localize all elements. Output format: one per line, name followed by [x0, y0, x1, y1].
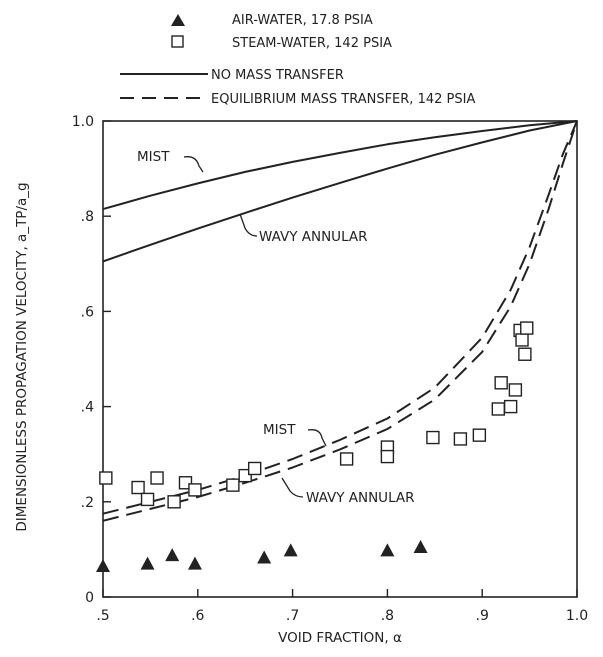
legend-label-no-mass-transfer: NO MASS TRANSFER	[211, 68, 344, 83]
curve-equilibrium-mist	[102, 120, 578, 515]
steam-water-point	[491, 402, 506, 416]
steam-water-point	[453, 432, 468, 446]
plot-frame	[102, 120, 578, 598]
x-tick-label: .6	[191, 608, 204, 624]
annotations: MIST WAVY ANNULAR MIST WAVY ANNULAR	[137, 149, 415, 506]
legend-square-icon	[171, 35, 184, 48]
legend-label-equilibrium-mass-transfer: EQUILIBRIUM MASS TRANSFER, 142 PSIA	[211, 92, 475, 107]
air-water-point	[165, 548, 180, 562]
steam-water-point	[140, 492, 155, 507]
legend-label-air-water: AIR-WATER, 17.8 PSIA	[232, 13, 373, 28]
leader-wavy-annular-lower	[281, 477, 304, 498]
annotation-wavy-annular-lower: WAVY ANNULAR	[306, 490, 415, 506]
air-water-point	[140, 556, 155, 570]
x-tick-label: .9	[476, 608, 489, 624]
annotation-mist-lower: MIST	[263, 422, 296, 438]
air-water-point	[96, 559, 110, 573]
curve-equilibrium-wavy-annular	[102, 120, 578, 522]
steam-water-point	[226, 478, 240, 492]
leader-mist-lower	[307, 429, 327, 447]
steam-water-point	[503, 399, 518, 414]
y-tick-label: .4	[81, 400, 94, 416]
steam-water-point	[494, 376, 508, 390]
legend-triangle-icon	[171, 14, 185, 26]
air-water-point	[257, 550, 272, 564]
leader-mist-upper	[183, 156, 204, 173]
legend-label-steam-water: STEAM-WATER, 142 PSIA	[232, 36, 392, 51]
steam-water-point	[520, 321, 534, 335]
y-tick-label: .2	[81, 495, 94, 511]
steam-water-point	[518, 347, 532, 361]
steam-water-point	[472, 428, 487, 442]
steam-water-point	[150, 471, 164, 485]
annotation-wavy-annular-upper: WAVY ANNULAR	[259, 229, 368, 245]
air-water-point	[380, 543, 395, 557]
steam-water-point	[99, 471, 113, 485]
steam-water-point	[426, 430, 440, 445]
y-tick-label: .6	[81, 304, 94, 320]
x-tick-label: 1.0	[566, 608, 588, 624]
curve-no-mass-transfer-mist	[102, 120, 578, 211]
air-water-point	[187, 556, 202, 570]
y-axis: 0 .2 .4 .6 .8 1.0	[72, 114, 111, 606]
steam-water-point	[131, 480, 145, 495]
steam-water-point	[380, 449, 395, 464]
steam-water-point	[188, 483, 202, 497]
leader-wavy-annular-upper	[239, 213, 258, 237]
steam-water-point	[167, 495, 181, 509]
y-tick-label: .8	[81, 209, 94, 225]
legend: AIR-WATER, 17.8 PSIA STEAM-WATER, 142 PS…	[120, 13, 475, 107]
x-axis: .5 .6 .7 .8 .9 1.0	[96, 589, 588, 624]
x-tick-label: .5	[96, 608, 109, 624]
curves	[102, 120, 578, 522]
steam-water-point	[247, 461, 262, 476]
air-water-point	[283, 543, 298, 557]
curve-no-mass-transfer-wavy-annular	[102, 120, 578, 263]
y-tick-label: 1.0	[72, 114, 94, 130]
y-tick-label: 0	[85, 590, 94, 606]
x-tick-label: .8	[381, 608, 394, 624]
data-points	[96, 321, 534, 573]
x-tick-label: .7	[286, 608, 299, 624]
x-axis-title: VOID FRACTION, α	[278, 630, 402, 646]
steam-water-point	[508, 383, 523, 397]
steam-water-point	[515, 333, 529, 347]
y-axis-title: DIMENSIONLESS PROPAGATION VELOCITY, a_TP…	[14, 182, 30, 531]
air-water-point	[413, 540, 428, 554]
steam-water-point	[339, 452, 354, 466]
annotation-mist-upper: MIST	[137, 149, 170, 165]
